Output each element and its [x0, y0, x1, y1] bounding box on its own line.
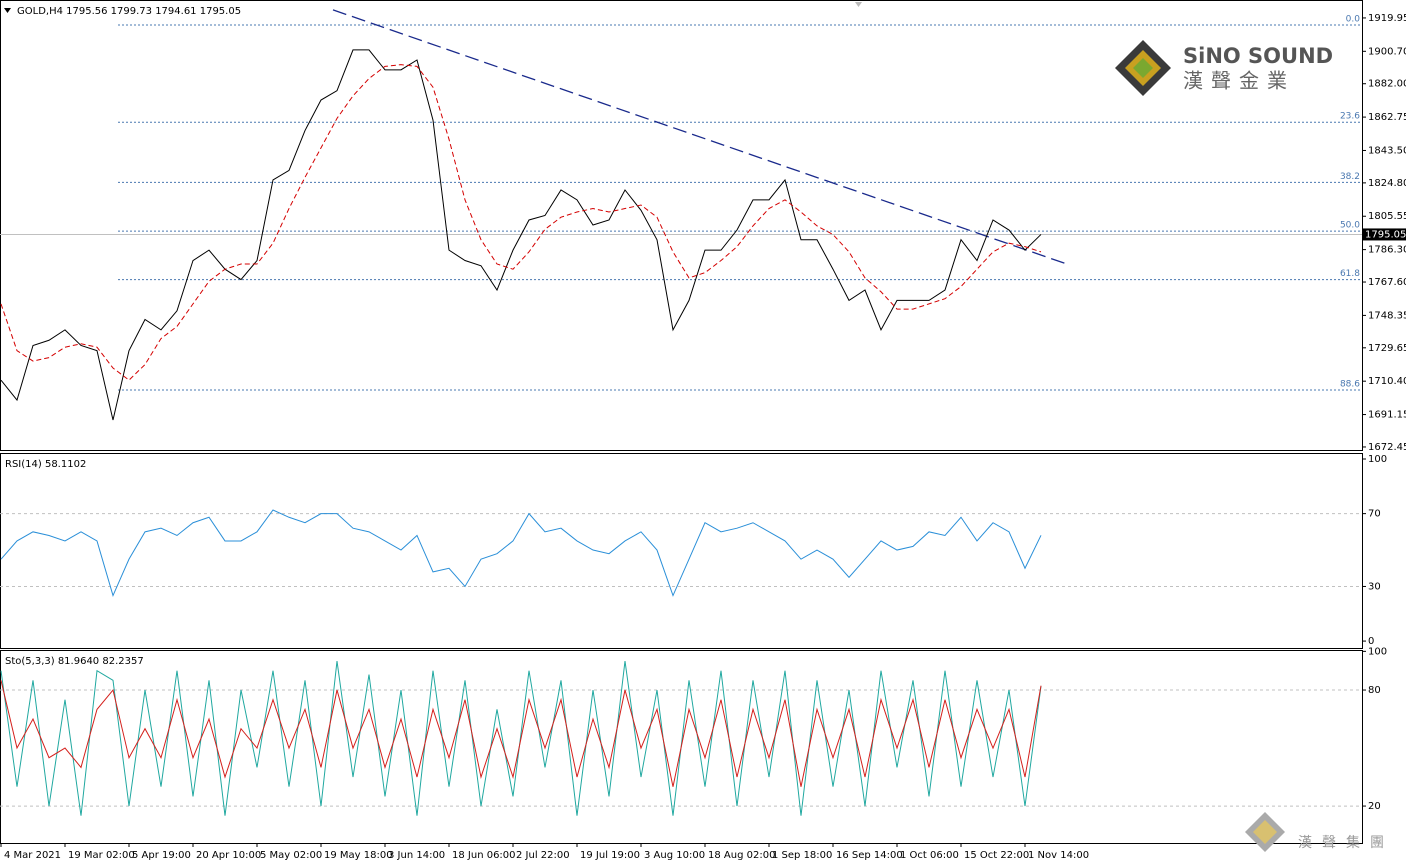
logo-diamond-core — [1133, 58, 1153, 78]
fib-label: 88.6 — [1340, 380, 1360, 390]
x-tick-label: 16 Sep 14:00 — [836, 850, 903, 861]
series-line — [0, 64, 1042, 381]
trendline — [332, 9, 1071, 266]
y-tick-label: 1672.45 — [1368, 442, 1406, 453]
y-tick-label: 1900.70 — [1368, 46, 1406, 57]
stoch-panel — [0, 650, 1363, 844]
y-tick-label: 100 — [1368, 646, 1387, 657]
series-line — [0, 660, 1042, 816]
x-tick-label: 3 Jun 14:00 — [388, 850, 445, 861]
fib-label: 61.8 — [1340, 269, 1360, 279]
x-tick-label: 18 Aug 02:00 — [708, 850, 775, 861]
fib-label: 23.6 — [1340, 112, 1360, 122]
x-tick-label: 3 Aug 10:00 — [644, 850, 705, 861]
x-tick-label: 4 Mar 2021 — [4, 850, 61, 861]
x-tick-label: 20 Apr 10:00 — [196, 850, 261, 861]
x-tick-label: 19 May 18:00 — [324, 850, 393, 861]
y-tick-label: 20 — [1368, 801, 1381, 812]
price-label: 1795.05 — [1365, 229, 1406, 240]
fib-label: 38.2 — [1340, 172, 1360, 182]
y-tick-label: 1786.30 — [1368, 245, 1406, 256]
y-tick-label: 1805.55 — [1368, 211, 1406, 222]
y-tick-label: 100 — [1368, 454, 1387, 465]
series-line — [0, 509, 1042, 598]
y-tick-label: 0 — [1368, 636, 1374, 647]
logo-name: SiNO SOUND — [1183, 44, 1333, 68]
y-tick-label: 70 — [1368, 509, 1381, 520]
y-tick-label: 1710.40 — [1368, 376, 1406, 387]
panel-title: RSI(14) 58.1102 — [5, 459, 86, 470]
x-tick-label: 1 Oct 06:00 — [900, 850, 959, 861]
y-tick-label: 1748.35 — [1368, 310, 1406, 321]
y-tick-label: 1729.65 — [1368, 343, 1406, 354]
y-tick-label: 30 — [1368, 581, 1381, 592]
footer-logo: 漢聲集團 — [1245, 812, 1394, 852]
x-tick-label: 5 Apr 19:00 — [132, 850, 191, 861]
y-tick-label: 1767.60 — [1368, 277, 1406, 288]
x-tick-label: 2 Jul 22:00 — [516, 850, 570, 861]
x-tick-label: 18 Jun 06:00 — [452, 850, 516, 861]
panel-title: GOLD,H4 1795.56 1799.73 1794.61 1795.05 — [17, 6, 241, 17]
rsi-panel — [0, 453, 1363, 649]
y-tick-label: 1691.15 — [1368, 410, 1406, 421]
y-tick-label: 80 — [1368, 685, 1381, 696]
y-tick-label: 1843.50 — [1368, 145, 1406, 156]
price-box — [1362, 228, 1406, 241]
panel-title: Sto(5,3,3) 81.9640 82.2357 — [5, 656, 144, 667]
logo: SiNO SOUND 漢聲金業 — [1115, 40, 1333, 96]
x-tick-label: 19 Jul 19:00 — [580, 850, 640, 861]
series-line — [0, 680, 1042, 787]
shift-marker — [855, 2, 862, 7]
footer-text: 漢聲集團 — [1298, 834, 1394, 851]
x-tick-label: 15 Oct 22:00 — [964, 850, 1029, 861]
x-tick-label: 5 May 02:00 — [260, 850, 322, 861]
y-tick-label: 1824.80 — [1368, 178, 1406, 189]
y-tick-label: 1919.95 — [1368, 13, 1406, 24]
series-line — [0, 49, 1042, 421]
y-tick-label: 1862.75 — [1368, 112, 1406, 123]
footer-diamond-inner — [1253, 820, 1277, 844]
y-tick-label: 1882.00 — [1368, 79, 1406, 90]
main-panel — [0, 0, 1363, 451]
logo-chinese: 漢聲金業 — [1183, 69, 1295, 93]
fib-label: 50.0 — [1340, 221, 1360, 231]
fib-label: 0.0 — [1346, 14, 1361, 24]
x-tick-label: 19 Mar 02:00 — [68, 850, 135, 861]
menu-marker — [4, 8, 11, 13]
x-tick-label: 1 Sep 18:00 — [772, 850, 832, 861]
x-tick-label: 1 Nov 14:00 — [1028, 850, 1089, 861]
